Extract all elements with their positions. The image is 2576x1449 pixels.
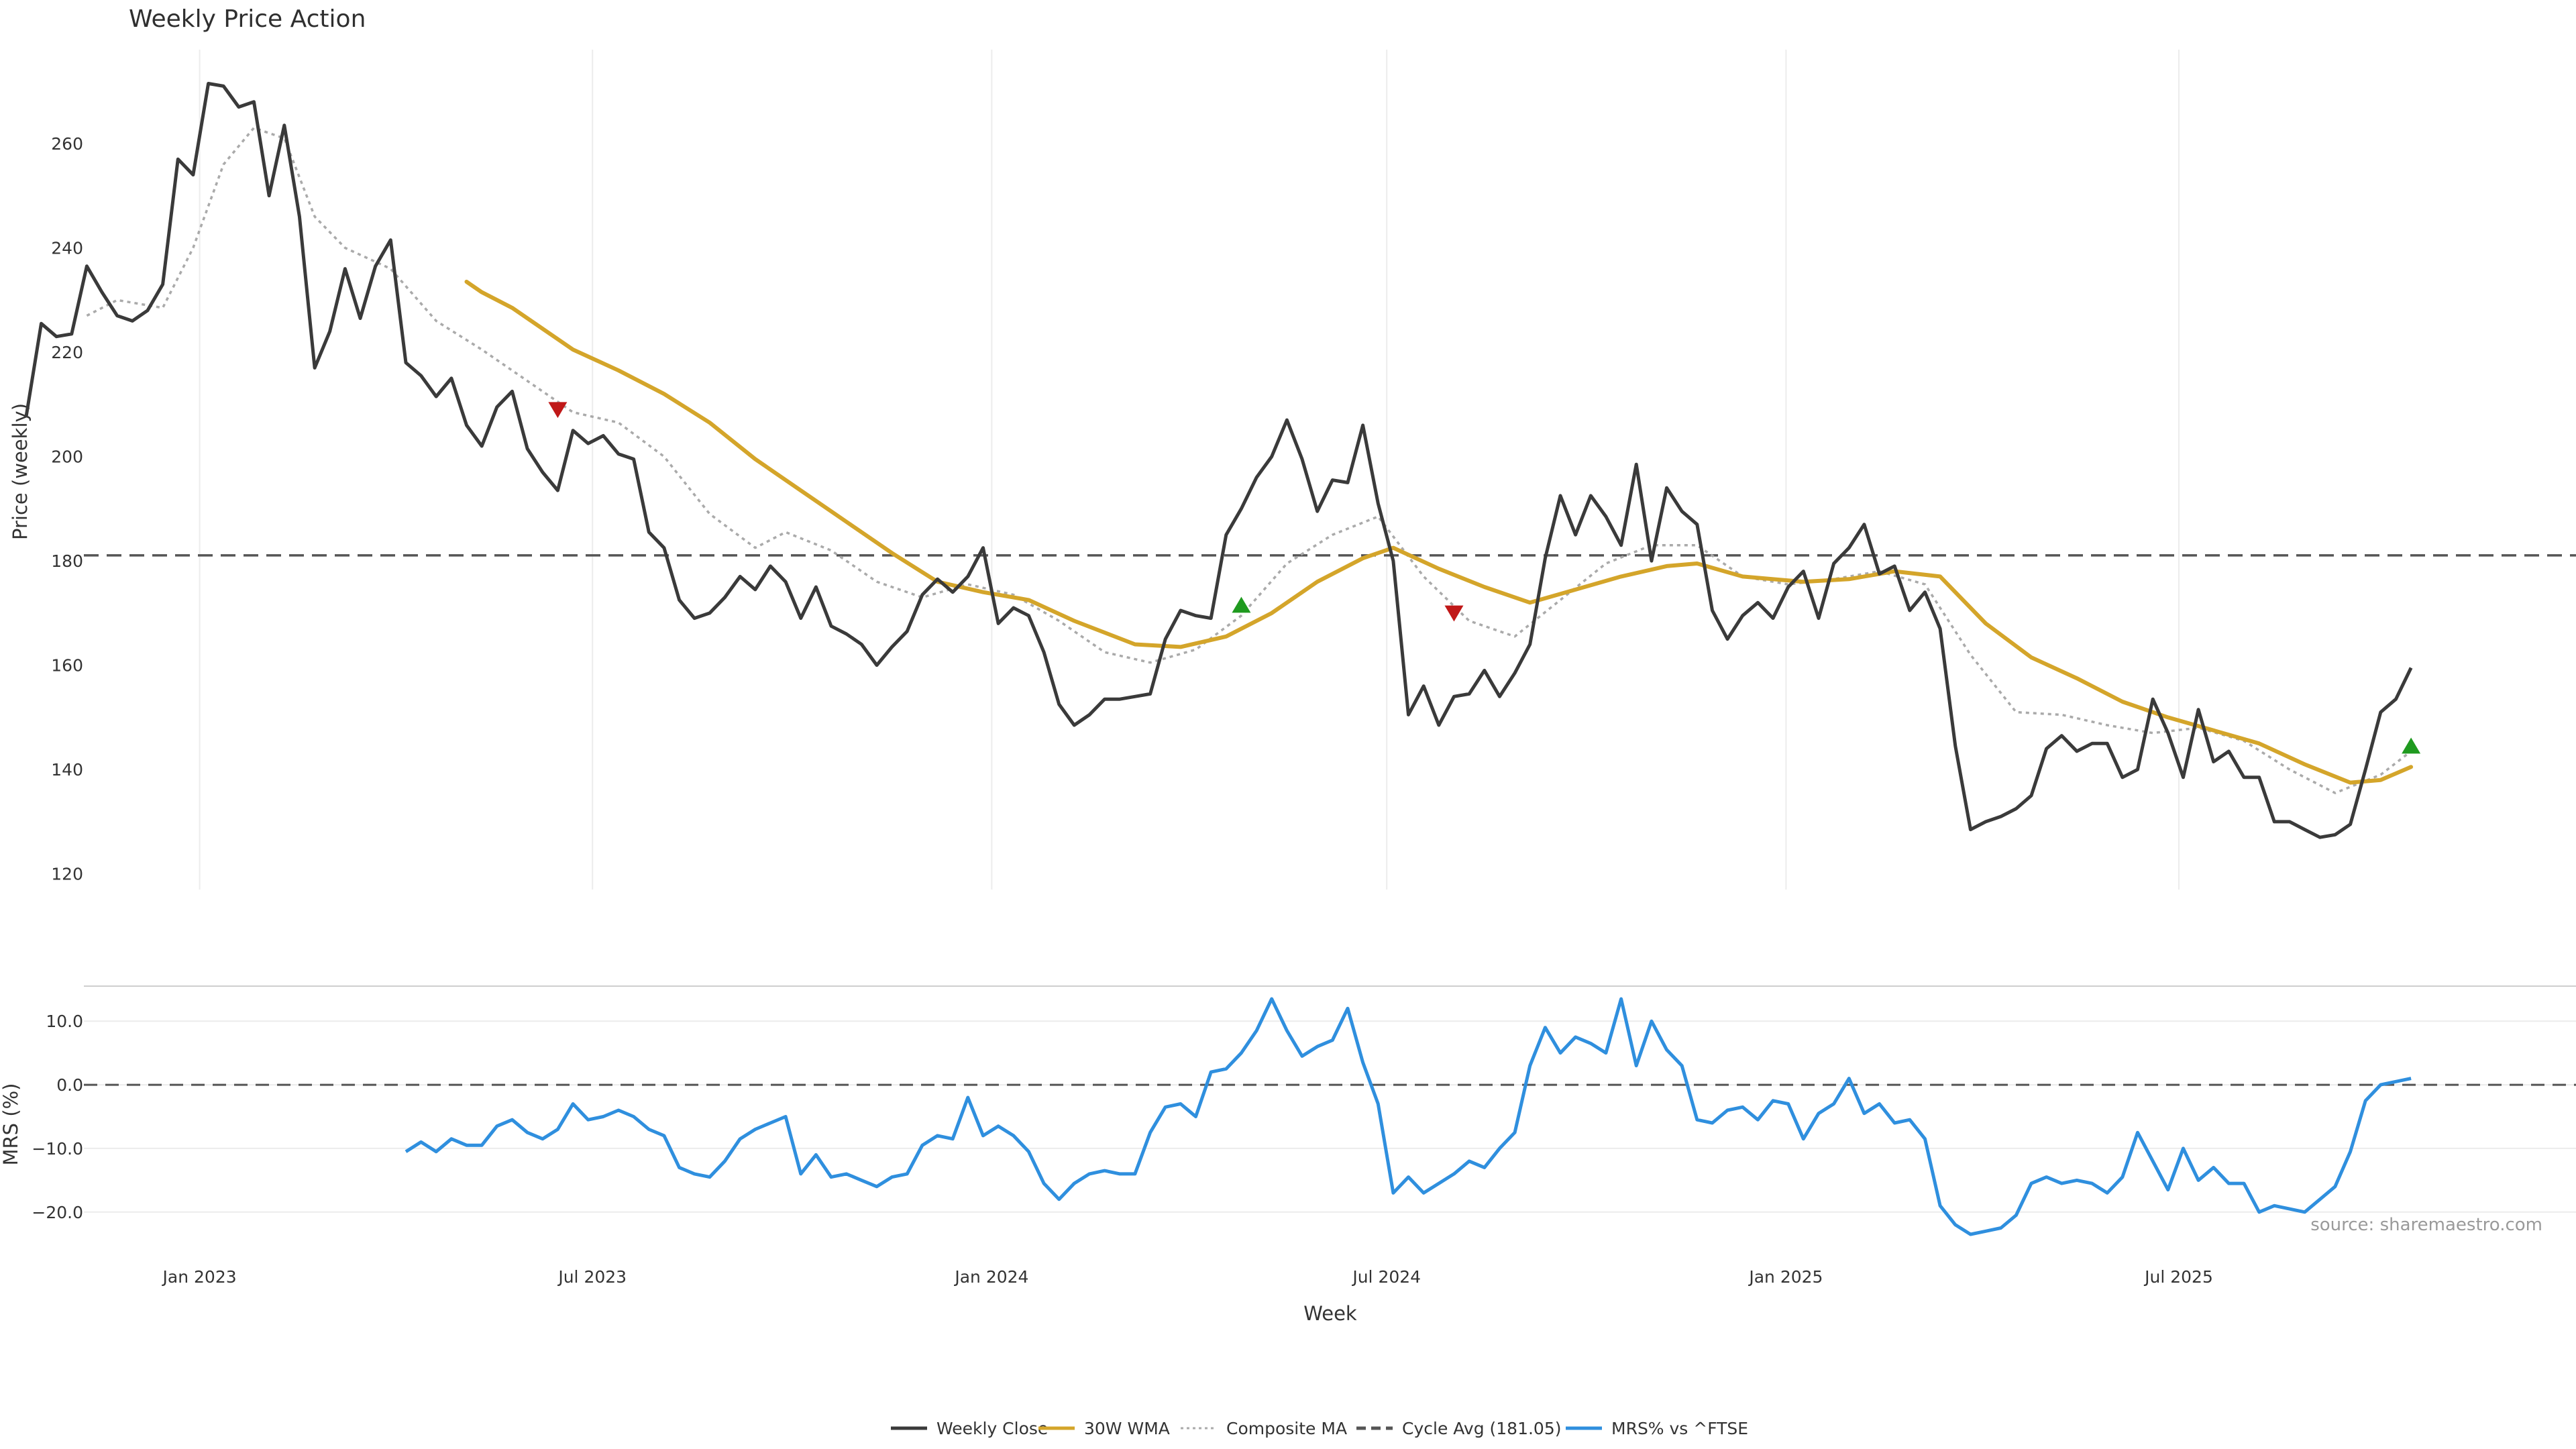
source-watermark: source: sharemaestro.com (2310, 1215, 2542, 1235)
price-y-tick-label: 240 (51, 239, 83, 258)
x-ticks: Jan 2023 Jul 2023 Jan 2024 Jul 2024 Jan 2025… (162, 1267, 2213, 1287)
price-series (24, 82, 2576, 839)
price-y-ticks: 120 140 160 180 200 220 240 260 (51, 134, 83, 884)
buy-signal-marker (1232, 596, 1251, 613)
legend-label: Weekly Close (936, 1419, 1048, 1438)
price-y-axis-label: Price (weekly) (9, 403, 32, 540)
price-y-tick-label: 180 (51, 551, 83, 571)
mrs-y-tick-label: 10.0 (46, 1012, 83, 1031)
mrs-line (405, 997, 2412, 1236)
legend: Weekly Close 30W WMA Composite MA Cycle Avg… (891, 1419, 1748, 1438)
chart-title: Weekly Price Action (129, 5, 366, 33)
mrs-y-tick-label: −20.0 (32, 1203, 83, 1222)
price-y-tick-label: 200 (51, 447, 83, 467)
legend-label: 30W WMA (1084, 1419, 1170, 1438)
price-y-tick-label: 220 (51, 343, 83, 362)
legend-label: MRS% vs ^FTSE (1611, 1419, 1748, 1438)
signal-markers (548, 402, 2421, 754)
x-axis-label: Week (1303, 1302, 1357, 1325)
mrs-y-tick-label: −10.0 (32, 1139, 83, 1159)
price-y-tick-label: 120 (51, 865, 83, 884)
price-y-tick-label: 260 (51, 134, 83, 154)
mrs-panel-grid (84, 1020, 2576, 1213)
x-tick-label: Jul 2025 (2143, 1267, 2213, 1287)
weekly-close-line (24, 82, 2413, 839)
x-tick-label: Jul 2024 (1351, 1267, 1421, 1287)
composite-ma-line (86, 126, 2412, 794)
mrs-y-ticks: 10.0 0.0 −10.0 −20.0 (32, 1012, 83, 1222)
buy-signal-marker (2402, 737, 2421, 754)
x-tick-label: Jan 2025 (1748, 1267, 1823, 1287)
mrs-series (84, 997, 2576, 1236)
mrs-y-axis-label: MRS (%) (0, 1083, 22, 1166)
sell-signal-marker (1444, 605, 1464, 622)
wma-line (464, 280, 2414, 785)
price-panel-grid (199, 50, 2180, 890)
x-tick-label: Jul 2023 (557, 1267, 627, 1287)
mrs-y-tick-label: 0.0 (56, 1075, 83, 1095)
x-tick-label: Jan 2024 (953, 1267, 1028, 1287)
legend-label: Cycle Avg (181.05) (1402, 1419, 1562, 1438)
x-tick-label: Jan 2023 (162, 1267, 237, 1287)
price-y-tick-label: 140 (51, 760, 83, 780)
sell-signal-marker (548, 402, 568, 419)
legend-label: Composite MA (1226, 1419, 1347, 1438)
price-y-tick-label: 160 (51, 656, 83, 676)
